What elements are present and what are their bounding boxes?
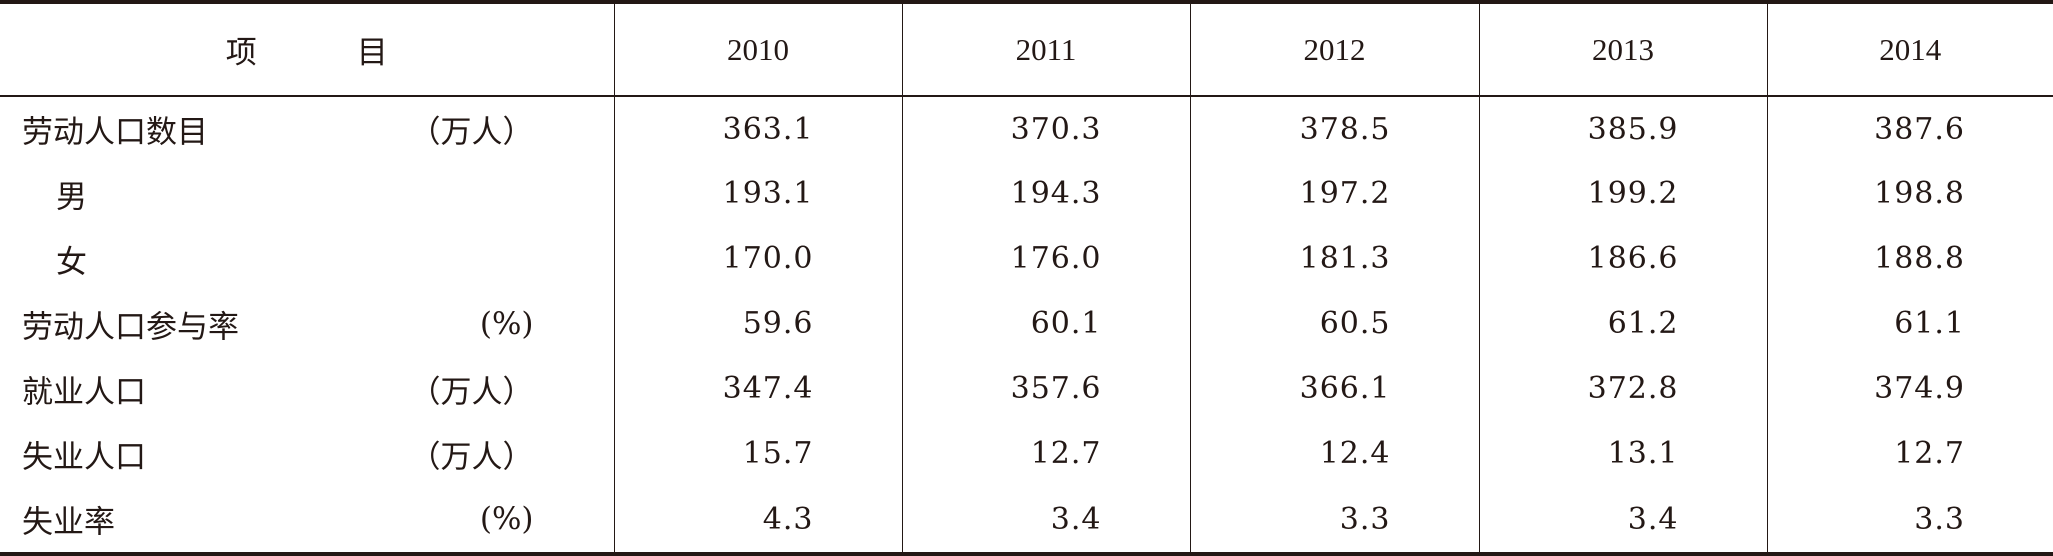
header-item-char-1: 项 (225, 35, 257, 70)
table-cell: 197.2 (1189, 161, 1479, 226)
table-cell: 12.7 (901, 421, 1190, 486)
row-label: 女 (56, 244, 87, 280)
row-item-cell: 女 (0, 226, 614, 291)
row-item-cell: 就业人口 （万人） (0, 356, 614, 421)
header-item: 项目 (0, 2, 614, 96)
table-cell: 372.8 (1478, 356, 1767, 421)
table-row: 男 193.1 194.3 197.2 199.2 198.8 (0, 161, 2053, 226)
table-cell: 378.5 (1189, 96, 1479, 161)
table-cell: 3.3 (1189, 486, 1479, 554)
table-row: 劳动人口参与率 (%) 59.6 60.1 60.5 61.2 61.1 (0, 291, 2053, 356)
row-item-cell: 失业率 (%) (0, 486, 614, 554)
row-item-cell: 男 (0, 161, 614, 226)
header-year: 2011 (901, 2, 1190, 96)
table-cell: 3.4 (1478, 486, 1767, 554)
table-cell: 363.1 (613, 96, 902, 161)
table-row: 失业率 (%) 4.3 3.4 3.3 3.4 3.3 (0, 486, 2053, 554)
table-cell: 366.1 (1189, 356, 1479, 421)
row-unit: （万人） (409, 114, 534, 151)
row-label: 劳动人口参与率 (22, 309, 239, 345)
table-cell: 357.6 (901, 356, 1190, 421)
row-label: 失业人口 (22, 439, 146, 475)
row-label: 劳动人口数目 (22, 114, 208, 151)
table-row: 失业人口 （万人） 15.7 12.7 12.4 13.1 12.7 (0, 421, 2053, 486)
row-unit: （万人） (409, 439, 534, 475)
table-cell: 60.5 (1189, 291, 1479, 356)
table-row: 就业人口 （万人） 347.4 357.6 366.1 372.8 374.9 (0, 356, 2053, 421)
row-item-cell: 劳动人口数目 （万人） (0, 96, 614, 161)
table-cell: 60.1 (901, 291, 1190, 356)
table-cell: 374.9 (1766, 356, 2053, 421)
table-cell: 193.1 (613, 161, 902, 226)
table-cell: 59.6 (613, 291, 902, 356)
row-unit: (%) (479, 305, 534, 342)
row-item-cell: 失业人口 （万人） (0, 421, 614, 486)
header-year: 2014 (1766, 2, 2053, 96)
row-label: 男 (56, 179, 87, 215)
table-cell: 347.4 (613, 356, 902, 421)
table-cell: 385.9 (1478, 96, 1767, 161)
row-unit: （万人） (409, 374, 534, 410)
table-cell: 176.0 (901, 226, 1190, 291)
row-label: 失业率 (22, 504, 115, 541)
table-cell: 3.4 (901, 486, 1190, 554)
table-row: 女 170.0 176.0 181.3 186.6 188.8 (0, 226, 2053, 291)
table-cell: 3.3 (1766, 486, 2053, 554)
row-item-cell: 劳动人口参与率 (%) (0, 291, 614, 356)
table-cell: 194.3 (901, 161, 1190, 226)
table-cell: 170.0 (613, 226, 902, 291)
table-cell: 15.7 (613, 421, 902, 486)
table-cell: 12.7 (1766, 421, 2053, 486)
table-cell: 181.3 (1189, 226, 1479, 291)
header-year: 2012 (1189, 2, 1479, 96)
table-cell: 186.6 (1478, 226, 1767, 291)
table-cell: 370.3 (901, 96, 1190, 161)
header-item-char-2: 目 (356, 35, 388, 70)
table-cell: 61.2 (1478, 291, 1767, 356)
row-label: 就业人口 (22, 374, 146, 410)
table-cell: 387.6 (1766, 96, 2053, 161)
table-cell: 198.8 (1766, 161, 2053, 226)
header-year: 2010 (613, 2, 902, 96)
table-cell: 61.1 (1766, 291, 2053, 356)
header-year: 2013 (1478, 2, 1767, 96)
table-row: 劳动人口数目 （万人） 363.1 370.3 378.5 385.9 387.… (0, 96, 2053, 161)
table-cell: 12.4 (1189, 421, 1479, 486)
table-cell: 4.3 (613, 486, 902, 554)
row-unit: (%) (479, 501, 534, 537)
table-cell: 13.1 (1478, 421, 1767, 486)
table-cell: 199.2 (1478, 161, 1767, 226)
table-cell: 188.8 (1766, 226, 2053, 291)
table-header-row: 项目 2010 2011 2012 2013 2014 (0, 2, 2053, 96)
